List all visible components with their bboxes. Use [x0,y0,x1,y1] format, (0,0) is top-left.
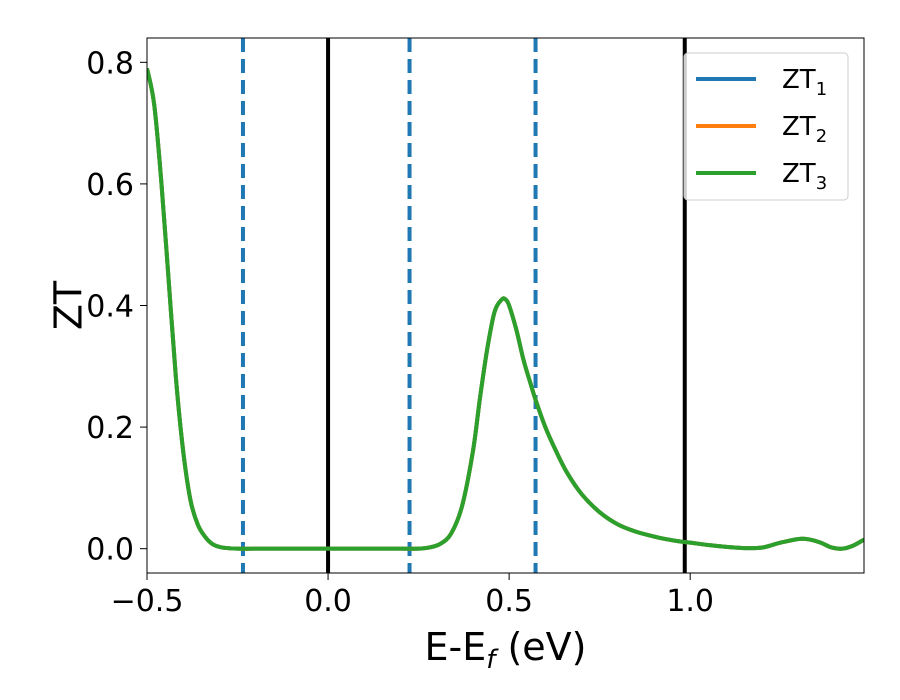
y-tick-label: 0.6 [86,168,134,203]
y-tick-label: 0.0 [86,533,134,568]
y-tick-label: 0.4 [86,290,134,325]
legend-label-zt1: ZT1 [782,65,827,100]
x-tick-label: 1.0 [666,584,714,619]
x-tick-label: −0.5 [111,584,184,619]
legend-label-zt2: ZT2 [782,112,827,147]
y-tick-label: 0.2 [86,411,134,446]
x-axis-label: E-Ef (eV) [425,625,587,675]
x-axis-label-unit: (eV) [495,625,586,669]
legend-label-base: ZT [782,112,816,142]
series-line-zt3 [147,67,864,551]
legend-box [683,52,849,201]
legend-label-base: ZT [782,159,816,189]
y-axis-label: ZT [46,280,90,330]
x-tick-label: 0.0 [304,584,352,619]
y-axis-ticks: 0.0 0.2 0.4 0.6 0.8 [86,46,147,568]
legend-label-base: ZT [782,65,816,95]
legend-label-subscript: 1 [816,79,827,100]
legend-label-subscript: 2 [816,126,827,147]
legend-label-zt3: ZT3 [782,159,827,194]
series-lines [147,67,864,551]
y-tick-label: 0.8 [86,46,134,81]
x-tick-label: 0.5 [485,584,533,619]
x-axis-ticks: −0.5 0.0 0.5 1.0 [111,573,714,619]
legend-label-subscript: 3 [816,173,827,194]
x-axis-label-main: E-E [425,625,487,669]
